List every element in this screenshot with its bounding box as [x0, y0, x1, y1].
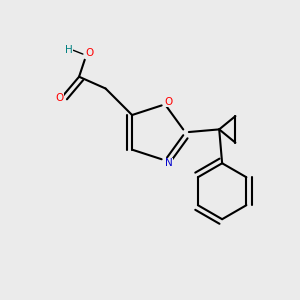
Text: O: O [164, 97, 172, 107]
Text: O: O [85, 49, 94, 58]
Text: H: H [65, 45, 73, 55]
Text: N: N [165, 158, 172, 168]
Text: O: O [55, 93, 64, 103]
